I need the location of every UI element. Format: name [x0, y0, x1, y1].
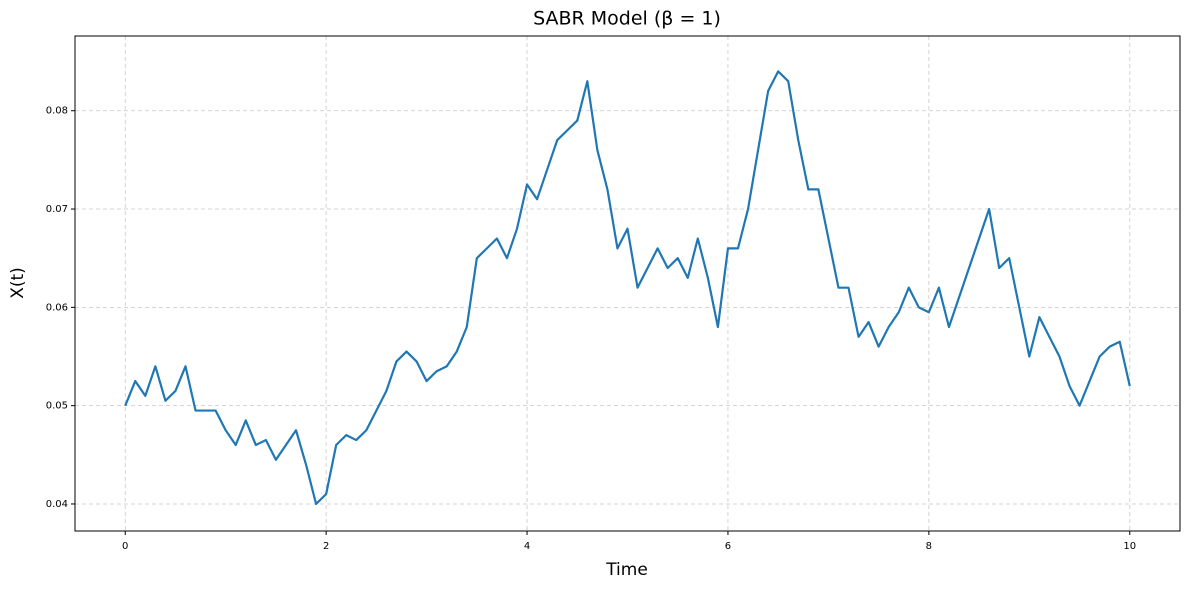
x-tick-label: 10 — [1123, 541, 1136, 552]
data-line — [124, 70, 1131, 506]
chart-title: SABR Model (β = 1) — [533, 8, 721, 30]
x-tick-label: 8 — [926, 541, 932, 552]
y-tick-label: 0.05 — [46, 401, 68, 412]
y-tick-label: 0.08 — [46, 106, 68, 117]
y-tick-label: 0.04 — [46, 499, 68, 510]
x-axis-label: Time — [605, 560, 648, 580]
y-axis-label: X(t) — [8, 267, 28, 299]
x-tick-label: 4 — [524, 541, 530, 552]
y-tick-label: 0.07 — [46, 204, 68, 215]
x-tick-label: 0 — [122, 541, 128, 552]
x-tick-label: 6 — [725, 541, 731, 552]
plot-frame — [74, 35, 1181, 532]
y-tick-label: 0.06 — [46, 302, 68, 313]
x-tick-label: 2 — [323, 541, 329, 552]
